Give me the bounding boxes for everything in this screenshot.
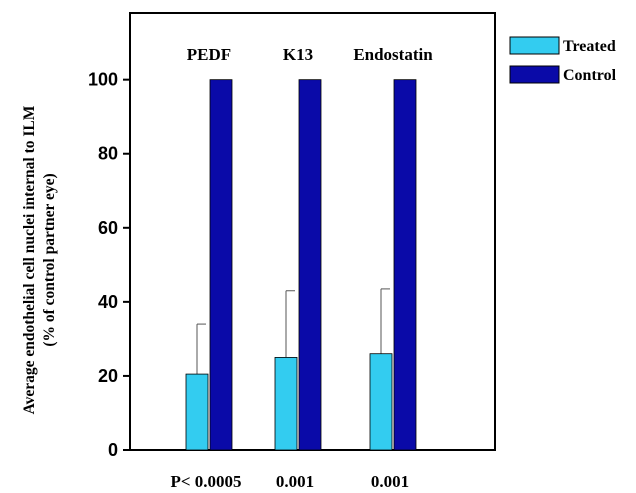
category-labels: PEDF K13 Endostatin	[187, 45, 433, 64]
y-axis-label-line-2: (% of control partner eye)	[41, 173, 58, 346]
legend: Treated Control	[509, 36, 617, 84]
bar-control-k13	[298, 79, 322, 451]
category-label-pedf: PEDF	[187, 45, 231, 64]
p-value-pedf: P< 0.0005	[170, 472, 241, 491]
legend-label-control: Control	[563, 67, 617, 84]
bar-treated-endostatin	[369, 353, 393, 451]
y-tick-label: 0	[108, 440, 118, 460]
y-tick-label: 60	[98, 218, 118, 238]
bars	[185, 79, 417, 451]
category-label-endostatin: Endostatin	[353, 45, 433, 64]
bar-control-endostatin	[393, 79, 417, 451]
y-tick-label: 100	[88, 70, 118, 90]
y-axis-label: Average endothelial cell nuclei internal…	[21, 105, 58, 414]
legend-label-treated: Treated	[563, 38, 616, 55]
legend-swatch-treated	[509, 36, 560, 55]
y-tick-label: 80	[98, 144, 118, 164]
p-value-endostatin: 0.001	[371, 472, 409, 491]
y-axis-ticks: 0 20 40 60 80 100	[88, 70, 130, 460]
bar-treated-pedf	[185, 373, 209, 451]
error-bars	[196, 288, 390, 375]
legend-swatch-control	[509, 65, 560, 84]
y-tick-label: 40	[98, 292, 118, 312]
p-value-k13: 0.001	[276, 472, 314, 491]
y-axis-label-line-1: Average endothelial cell nuclei internal…	[21, 105, 38, 414]
bar-treated-k13	[274, 357, 298, 451]
y-tick-label: 20	[98, 366, 118, 386]
category-label-k13: K13	[283, 45, 313, 64]
bar-control-pedf	[209, 79, 233, 451]
p-value-labels: P< 0.0005 0.001 0.001	[170, 472, 409, 491]
